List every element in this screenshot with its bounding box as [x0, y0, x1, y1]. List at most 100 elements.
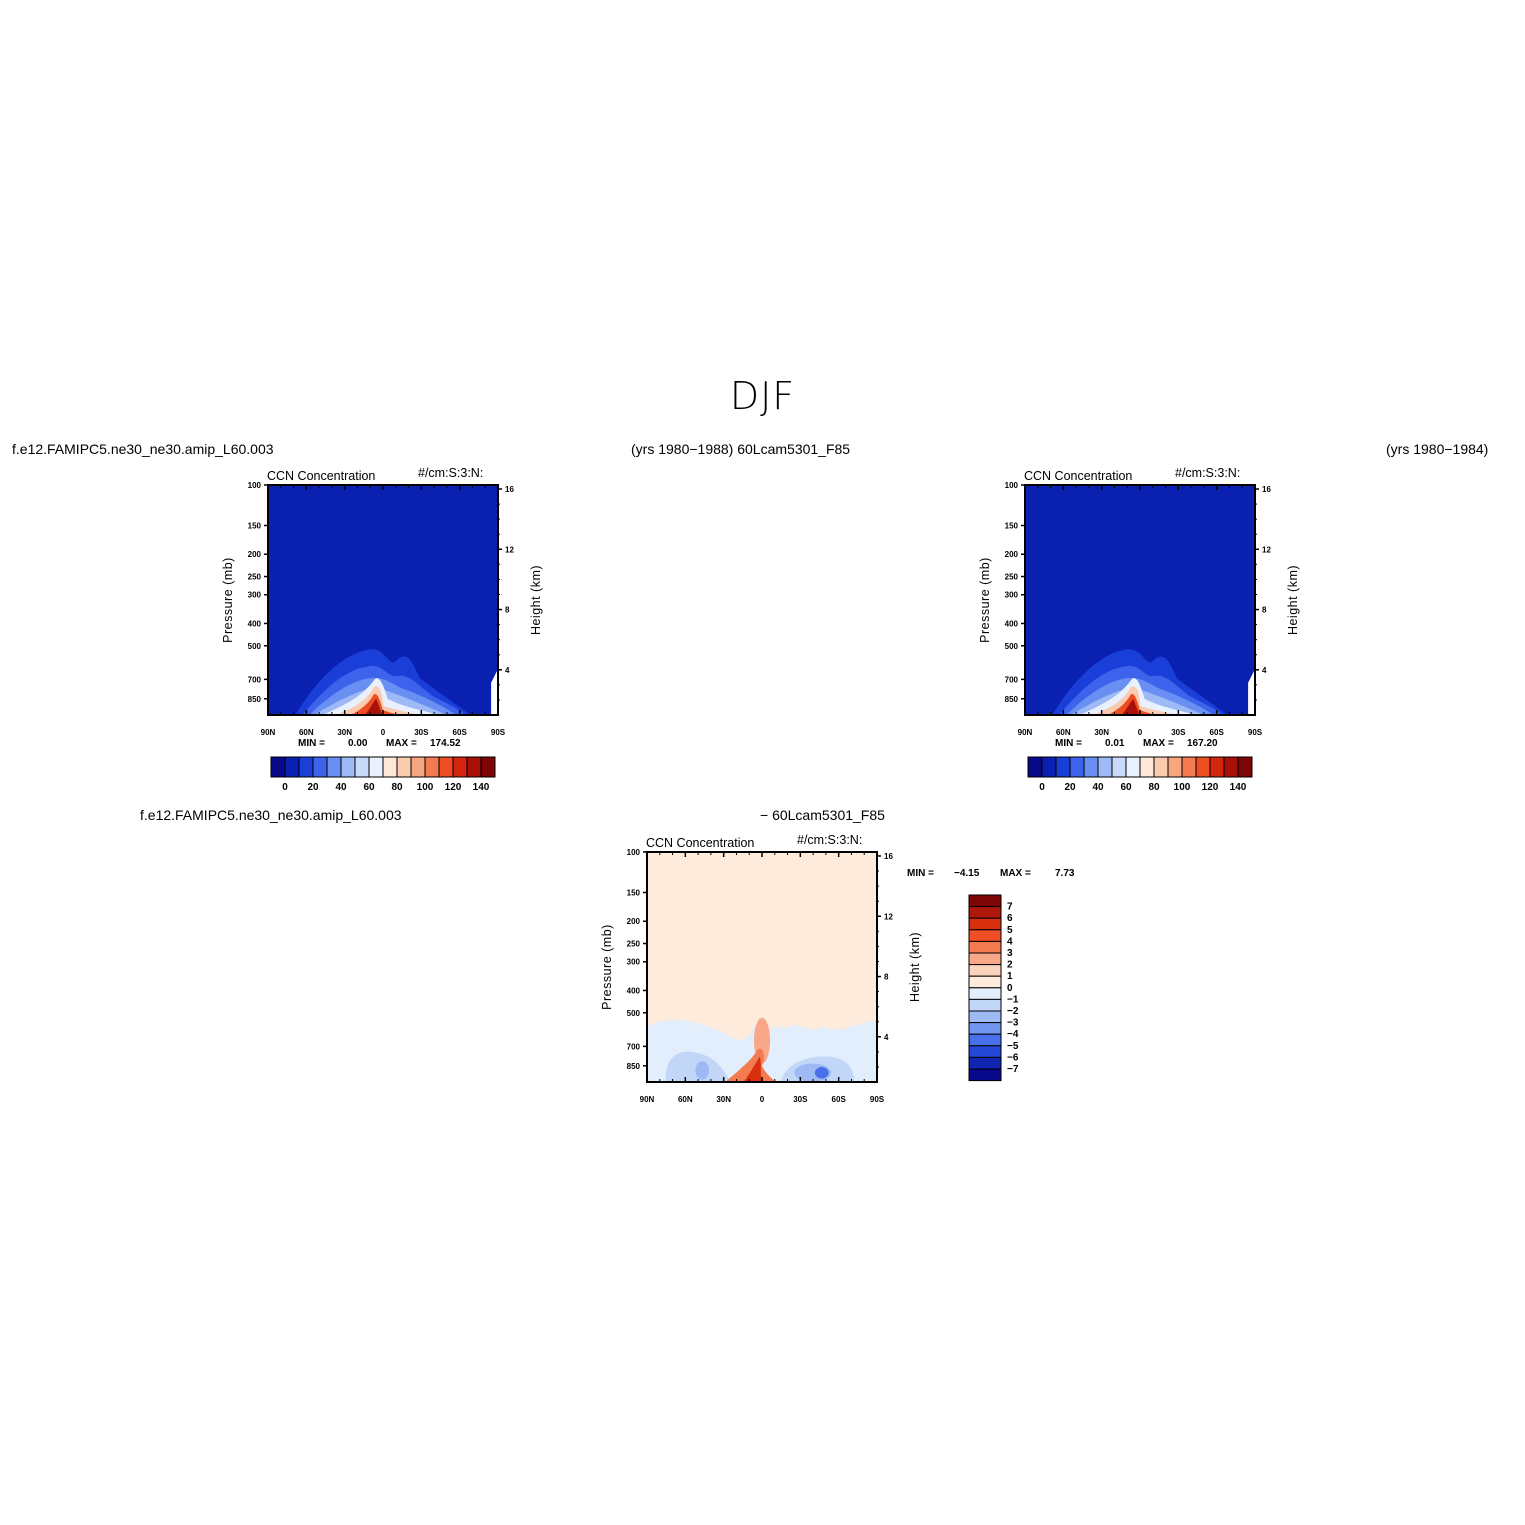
y-tick-label: 400: [248, 619, 262, 628]
colorbar-box: [968, 894, 1002, 908]
y-tick-label: 850: [248, 695, 262, 704]
contour-layer: [1121, 698, 1140, 715]
colorbar-label: −4: [1007, 1029, 1019, 1040]
colorbar-box: [1125, 756, 1141, 778]
colorbar-label: −2: [1007, 1006, 1019, 1017]
y-tick-label: 250: [248, 573, 262, 582]
case-label-top-left: f.e12.FAMIPC5.ne30_ne30.amip_L60.003: [12, 441, 274, 457]
y-right-tick-label: 12: [884, 912, 893, 921]
x-tick-label: 0: [1138, 728, 1143, 737]
x-tick-label: 30S: [1171, 728, 1186, 737]
colorbar-label: 0: [1007, 983, 1013, 994]
max-value: 7.73: [1055, 868, 1075, 879]
y-tick-label: 700: [627, 1042, 641, 1051]
max-label: MAX =: [1000, 868, 1031, 879]
y-tick-label: 200: [627, 917, 641, 926]
colorbar-box: [270, 756, 286, 778]
colorbar-label: −6: [1007, 1052, 1019, 1063]
contour-layer: [695, 1061, 710, 1080]
y-axis-label: Pressure (mb): [600, 924, 614, 1010]
colorbar-box: [1153, 756, 1169, 778]
y-tick-label: 200: [248, 550, 262, 559]
contour-field: [1025, 485, 1255, 715]
x-tick-label: 60S: [453, 728, 468, 737]
colorbar-box: [968, 975, 1002, 989]
colorbar-box: [1027, 756, 1043, 778]
colorbar-box: [298, 756, 314, 778]
colorbar-label: 80: [391, 782, 403, 793]
colorbar-box: [424, 756, 440, 778]
colorbar-box: [968, 906, 1002, 919]
max-label: MAX =: [1143, 738, 1174, 749]
contour-layer: [725, 1048, 776, 1082]
contour-layer: [743, 1056, 762, 1082]
y-tick-label: 150: [627, 889, 641, 898]
colorbar-label: 20: [307, 782, 319, 793]
colorbar-label: 0: [282, 782, 288, 793]
colorbar-label: −1: [1007, 994, 1019, 1005]
contour-layer: [364, 698, 383, 715]
y-right-tick-label: 12: [505, 545, 514, 554]
y-tick-label: 300: [627, 958, 641, 967]
colorbar-label: 0: [1039, 782, 1045, 793]
y-axis-label: Pressure (mb): [978, 557, 992, 643]
colorbar-label: 120: [1202, 782, 1219, 793]
y-tick-label: 300: [248, 591, 262, 600]
colorbar-label: 1: [1007, 971, 1013, 982]
colorbar-box: [968, 987, 1002, 1000]
panel-3: 90N 60N 30N 0 30S 60S 90S100150200250300400500…: [600, 833, 1075, 1104]
x-tick-label: 90N: [1018, 728, 1033, 737]
colorbar-box: [1083, 756, 1099, 778]
colorbar-label: 140: [473, 782, 490, 793]
colorbar-label: 4: [1007, 936, 1013, 947]
colorbar-box: [1223, 756, 1239, 778]
y-right-tick-label: 12: [1262, 545, 1271, 554]
colorbar-label: 6: [1007, 913, 1013, 924]
colorbar-label: 100: [417, 782, 434, 793]
colorbar-box: [1167, 756, 1183, 778]
colorbar-label: 60: [1120, 782, 1132, 793]
case-label-bottom-left: f.e12.FAMIPC5.ne30_ne30.amip_L60.003: [140, 807, 402, 823]
colorbar-box: [968, 929, 1002, 942]
panel-units: #/cm:S:3:N:: [797, 833, 862, 847]
min-value: 0.01: [1105, 738, 1125, 749]
colorbar-box: [968, 952, 1002, 966]
y-right-tick-label: 16: [884, 852, 893, 861]
colorbar-box: [438, 756, 454, 778]
y-tick-label: 200: [1005, 550, 1019, 559]
colorbar-box: [968, 1033, 1002, 1047]
x-tick-label: 60N: [299, 728, 314, 737]
y-tick-label: 300: [1005, 591, 1019, 600]
y-tick-label: 500: [248, 642, 262, 651]
x-tick-label: 30N: [1094, 728, 1109, 737]
colorbar-label: 7: [1007, 902, 1013, 913]
colorbar-box: [326, 756, 342, 778]
colorbar-box: [284, 756, 300, 778]
x-tick-label: 30N: [337, 728, 352, 737]
colorbar-box: [968, 917, 1002, 931]
x-tick-label: 60S: [832, 1095, 847, 1104]
min-label: MIN =: [1055, 738, 1082, 749]
y-right-tick-label: 8: [505, 606, 510, 615]
min-label: MIN =: [298, 738, 325, 749]
case-label-top-mid: (yrs 1980−1988) 60Lcam5301_F85: [631, 441, 851, 457]
colorbar-label: −5: [1007, 1041, 1019, 1052]
colorbar-label: 5: [1007, 925, 1013, 936]
colorbar-box: [968, 1045, 1002, 1058]
panel-2: 90N 60N 30N 0 30S 60S 90S100150200250300400500…: [978, 466, 1300, 793]
figure-title: DJF: [729, 374, 796, 418]
colorbar-box: [1237, 756, 1253, 778]
x-tick-label: 90S: [870, 1095, 885, 1104]
panel-title: CCN Concentration: [646, 836, 754, 850]
colorbar-box: [354, 756, 370, 778]
y-tick-label: 100: [248, 481, 262, 490]
colorbar-box: [1195, 756, 1211, 778]
max-label: MAX =: [386, 738, 417, 749]
colorbar-box: [312, 756, 328, 778]
colorbar-box: [1111, 756, 1127, 778]
y-right-tick-label: 16: [505, 485, 514, 494]
x-tick-label: 30S: [793, 1095, 808, 1104]
colorbar-box: [382, 756, 398, 778]
colorbar-box: [396, 756, 412, 778]
y-tick-label: 400: [627, 986, 641, 995]
